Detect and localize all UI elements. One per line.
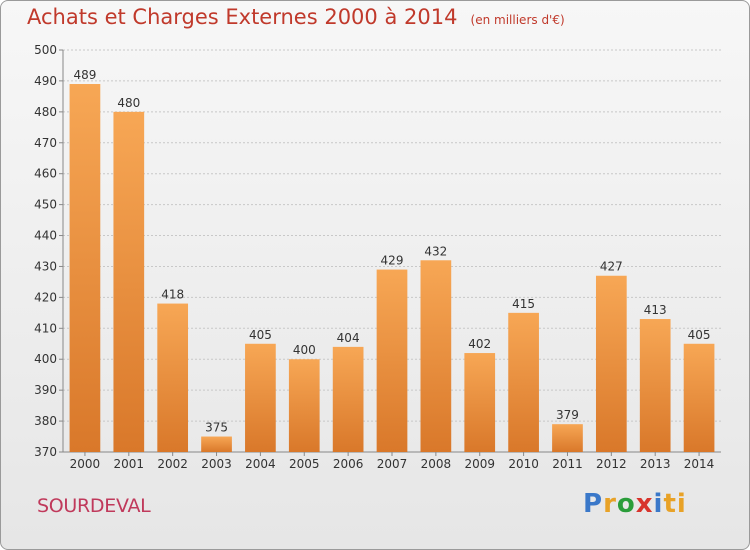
value-label: 405 [688,328,711,342]
value-label: 413 [644,303,667,317]
value-label: 405 [249,328,272,342]
y-tick-label: 380 [34,414,57,428]
logo-letter: x [635,489,654,519]
x-tick-label: 2002 [157,457,188,471]
y-tick-label: 480 [34,105,57,119]
y-tick-label: 500 [34,43,57,57]
logo-letter: r [603,489,617,519]
x-tick-label: 2003 [201,457,232,471]
value-label: 404 [337,331,360,345]
bar [201,436,232,452]
bar [508,312,539,452]
axis-layer: 370 380 390 400 410 420 430 440 450 460 470 480 490 5… [34,43,721,471]
x-tick-label: 2011 [552,457,583,471]
x-tick-label: 2008 [421,457,452,471]
x-tick-label: 2000 [70,457,101,471]
value-label: 429 [381,254,404,268]
logo-letter: i [653,489,664,519]
bar [464,353,496,452]
value-label: 418 [161,288,184,302]
y-tick-label: 460 [34,167,57,181]
value-label: 427 [600,260,623,274]
y-tick-label: 490 [34,74,57,88]
proxiti-logo: Proxiti [583,489,687,519]
y-tick-label: 420 [34,290,57,304]
bar [69,84,101,452]
x-tick-label: 2009 [464,457,495,471]
chart-title: Achats et Charges Externes 2000 à 2014 [27,5,458,29]
place-name: SOURDEVAL [37,495,151,517]
x-tick-label: 2014 [684,457,715,471]
y-tick-label: 450 [34,198,57,212]
bar [245,343,276,452]
bar [420,260,452,452]
bar-layer [69,84,715,452]
x-tick-label: 2010 [508,457,539,471]
bar [683,343,715,452]
value-label: 379 [556,408,579,422]
value-label: 402 [468,337,491,351]
value-label: 415 [512,297,535,311]
logo-letter: P [583,489,604,519]
x-tick-label: 2005 [289,457,320,471]
y-tick-label: 410 [34,321,57,335]
y-tick-label: 470 [34,136,57,150]
title-row: Achats et Charges Externes 2000 à 2014 (… [27,5,565,29]
bar [332,346,364,452]
value-label: 400 [293,343,316,357]
logo-letter: ti [663,489,687,519]
y-tick-label: 370 [34,445,57,459]
value-label: 480 [117,96,140,110]
x-tick-label: 2007 [377,457,408,471]
bar [552,424,583,452]
bar [113,111,145,452]
label-layer: 489 480 418 375 405 400 404 429 432 402 415 379 427 4… [73,68,710,435]
x-tick-label: 2013 [640,457,671,471]
value-label: 432 [424,244,447,258]
y-tick-label: 430 [34,259,57,273]
bar [288,359,320,452]
value-label: 489 [73,68,96,82]
bar [376,269,408,452]
bar [595,275,627,452]
bar [157,303,189,452]
x-tick-label: 2012 [596,457,627,471]
x-tick-label: 2001 [114,457,145,471]
y-tick-label: 400 [34,352,57,366]
bar [639,319,671,452]
logo-letter: o [616,489,636,519]
x-tick-label: 2004 [245,457,276,471]
chart-subtitle: (en milliers d'€) [470,13,565,27]
y-tick-label: 440 [34,229,57,243]
y-tick-label: 390 [34,383,57,397]
x-tick-label: 2006 [333,457,364,471]
value-label: 375 [205,421,228,435]
